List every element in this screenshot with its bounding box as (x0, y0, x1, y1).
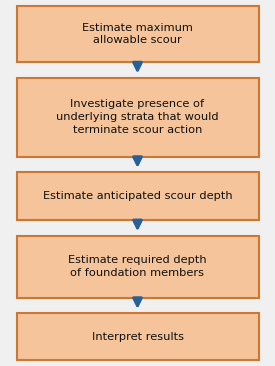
FancyBboxPatch shape (16, 313, 258, 360)
Text: Estimate required depth
of foundation members: Estimate required depth of foundation me… (68, 255, 207, 278)
Text: Estimate anticipated scour depth: Estimate anticipated scour depth (43, 191, 232, 201)
Text: Interpret results: Interpret results (92, 332, 183, 342)
FancyBboxPatch shape (16, 236, 258, 298)
FancyBboxPatch shape (16, 78, 258, 157)
Text: Investigate presence of
underlying strata that would
terminate scour action: Investigate presence of underlying strat… (56, 100, 219, 135)
FancyBboxPatch shape (16, 172, 258, 220)
FancyBboxPatch shape (16, 6, 258, 62)
Text: Estimate maximum
allowable scour: Estimate maximum allowable scour (82, 23, 193, 45)
